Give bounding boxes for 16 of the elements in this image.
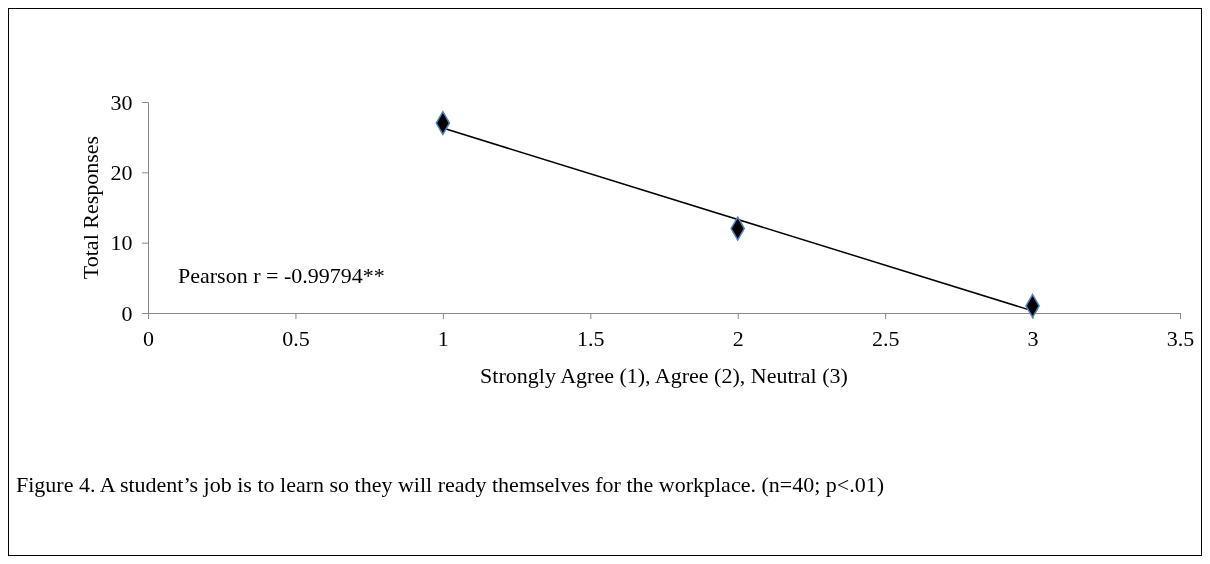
annotation: Pearson r = -0.99794**: [178, 263, 385, 288]
y-tick-label: 30: [110, 89, 133, 115]
x-tick-label: 0: [143, 326, 154, 352]
x-tick-label: 1.5: [577, 326, 605, 352]
x-tick-label: 0.5: [282, 326, 310, 352]
x-axis-title: Strongly Agree (1), Agree (2), Neutral (3): [480, 363, 848, 388]
caption: Figure 4. A student’s job is to learn so they will ready themselves for the workplace. (n=40; p<.01): [16, 472, 884, 497]
y-tick-label: 20: [110, 159, 133, 185]
x-tick-label: 1: [437, 326, 449, 352]
y-axis-title: Total Responses: [78, 135, 103, 280]
y-tick-label: 0: [121, 300, 133, 326]
y-tick-label: 10: [110, 230, 133, 256]
x-tick-label: 3.5: [1166, 326, 1195, 352]
x-tick-label: 2: [732, 326, 744, 352]
x-tick-label: 2.5: [871, 326, 900, 352]
x-tick-label: 3: [1027, 326, 1039, 352]
